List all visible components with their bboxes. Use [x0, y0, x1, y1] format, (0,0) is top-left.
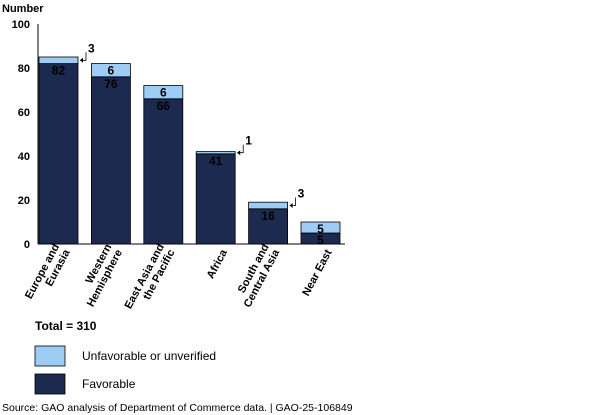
- x-tick-label-line: Africa: [205, 247, 231, 281]
- y-tick-label: 80: [18, 63, 30, 75]
- data-label: 82: [52, 64, 66, 78]
- x-tick-label: South andCentral Asia: [231, 241, 283, 309]
- data-label: 41: [209, 154, 223, 168]
- x-tick-label: Africa: [205, 247, 231, 281]
- x-tick-label-line: Near East: [300, 247, 335, 298]
- bar-segment: [91, 76, 131, 245]
- bar-segment: [195, 153, 236, 245]
- bar-segment: [143, 85, 184, 100]
- x-tick-label: WesternHemisphere: [74, 242, 125, 309]
- legend-label: Unfavorable or unverified: [82, 349, 216, 363]
- legend-swatch: [34, 373, 66, 395]
- data-label: 66: [157, 99, 171, 113]
- data-label: 6: [160, 86, 167, 100]
- bar-segment: [248, 208, 289, 245]
- bar-segment: [195, 151, 236, 155]
- total-note: Total = 310: [35, 319, 97, 333]
- data-label: 3: [88, 41, 95, 55]
- x-tick-label: Near East: [300, 247, 335, 298]
- y-axis-label: Number: [2, 3, 44, 15]
- legend-label: Favorable: [82, 377, 136, 391]
- bar-segment: [38, 63, 79, 245]
- bar-segment: [300, 221, 341, 234]
- legend-swatch: [34, 345, 66, 367]
- data-label: 1: [245, 134, 252, 148]
- label-arrow: [289, 203, 293, 208]
- data-label: 5: [317, 233, 324, 247]
- y-tick-label: 0: [24, 239, 30, 251]
- data-label: 6: [108, 64, 115, 78]
- data-label: 16: [261, 209, 275, 223]
- data-label: 3: [298, 187, 305, 201]
- bar-segment: [38, 56, 79, 64]
- data-label: 5: [317, 222, 324, 236]
- y-tick-label: 60: [18, 107, 30, 119]
- y-tick-label: 100: [12, 19, 30, 31]
- label-arrow: [80, 57, 83, 63]
- data-label: 76: [104, 77, 118, 91]
- label-arrow: [237, 150, 241, 156]
- bar-segment: [248, 201, 289, 210]
- bar-segment: [91, 63, 131, 78]
- y-tick-label: 20: [18, 195, 30, 207]
- bar-segment: [143, 98, 184, 245]
- x-tick-label: Europe andEurasia: [23, 241, 73, 306]
- x-tick-label: East Asia andthe Pacific: [123, 242, 178, 317]
- y-tick-label: 40: [18, 151, 30, 163]
- source: Source: GAO analysis of Department of Co…: [2, 402, 353, 414]
